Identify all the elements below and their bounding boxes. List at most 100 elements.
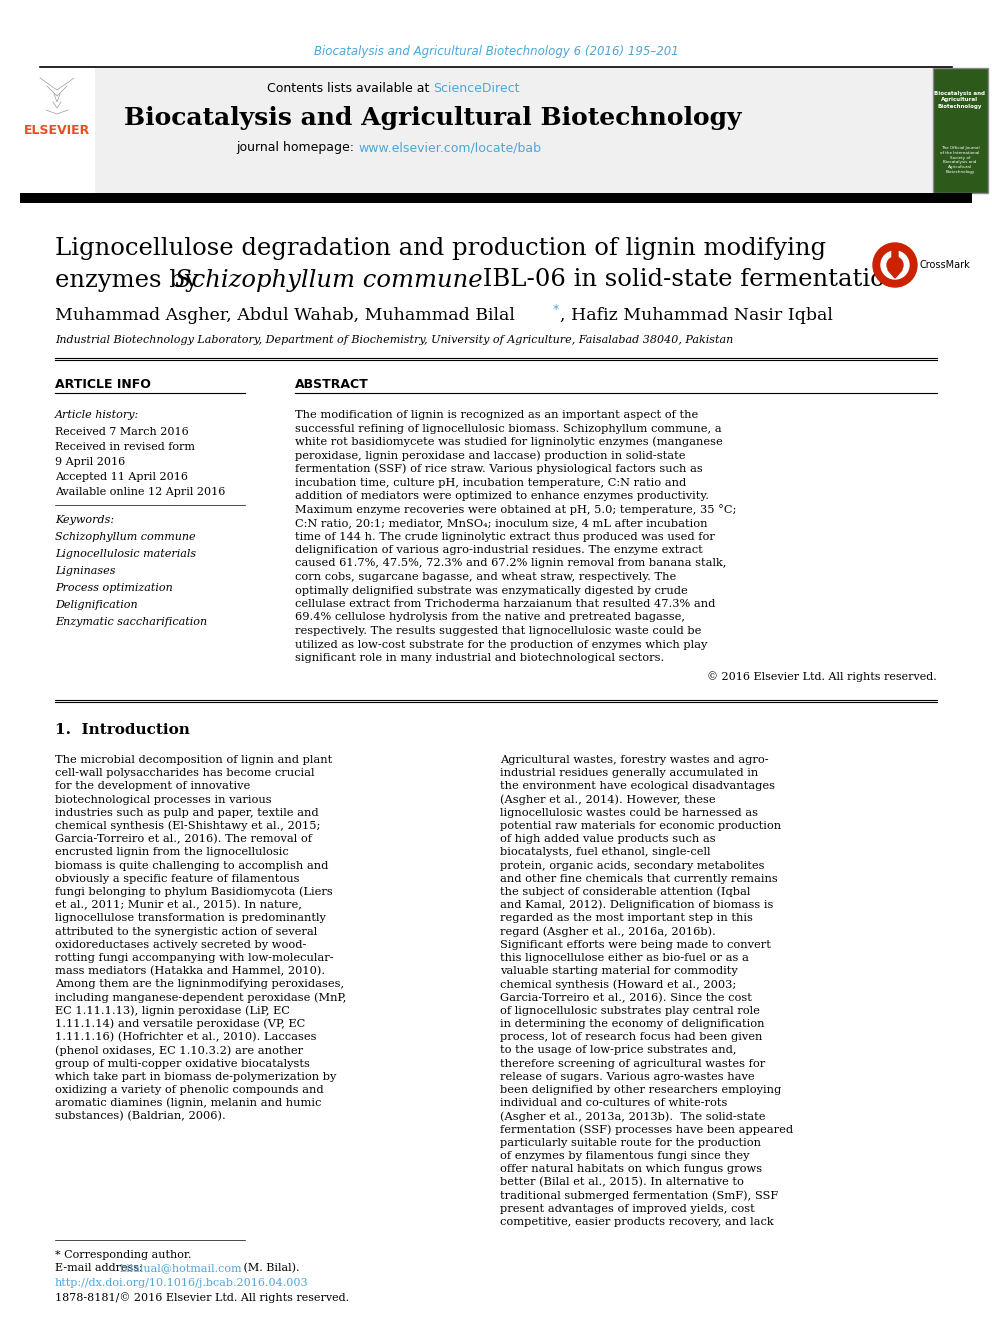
Text: corn cobs, sugarcane bagasse, and wheat straw, respectively. The: corn cobs, sugarcane bagasse, and wheat … bbox=[295, 572, 677, 582]
Text: chemical synthesis (Howard et al., 2003;: chemical synthesis (Howard et al., 2003; bbox=[500, 979, 736, 990]
Text: biomass is quite challenging to accomplish and: biomass is quite challenging to accompli… bbox=[55, 860, 328, 871]
Text: white rot basidiomycete was studied for ligninolytic enzymes (manganese: white rot basidiomycete was studied for … bbox=[295, 437, 723, 447]
Text: fungi belonging to phylum Basidiomycota (Liers: fungi belonging to phylum Basidiomycota … bbox=[55, 886, 332, 897]
Text: cell-wall polysaccharides has become crucial: cell-wall polysaccharides has become cru… bbox=[55, 769, 314, 778]
Text: for the development of innovative: for the development of innovative bbox=[55, 782, 250, 791]
Text: incubation time, culture pH, incubation temperature, C:N ratio and: incubation time, culture pH, incubation … bbox=[295, 478, 686, 487]
Text: Accepted 11 April 2016: Accepted 11 April 2016 bbox=[55, 472, 188, 482]
Text: Significant efforts were being made to convert: Significant efforts were being made to c… bbox=[500, 939, 771, 950]
Text: 1.  Introduction: 1. Introduction bbox=[55, 722, 189, 737]
Text: Ligninases: Ligninases bbox=[55, 566, 115, 576]
Text: http://dx.doi.org/10.1016/j.bcab.2016.04.003: http://dx.doi.org/10.1016/j.bcab.2016.04… bbox=[55, 1278, 309, 1289]
Text: ARTICLE INFO: ARTICLE INFO bbox=[55, 378, 151, 392]
Text: (Asgher et al., 2014). However, these: (Asgher et al., 2014). However, these bbox=[500, 794, 715, 804]
Text: offer natural habitats on which fungus grows: offer natural habitats on which fungus g… bbox=[500, 1164, 762, 1175]
Text: individual and co-cultures of white-rots: individual and co-cultures of white-rots bbox=[500, 1098, 727, 1109]
Text: Received 7 March 2016: Received 7 March 2016 bbox=[55, 427, 188, 437]
Text: cellulase extract from Trichoderma harzaianum that resulted 47.3% and: cellulase extract from Trichoderma harza… bbox=[295, 599, 715, 609]
Text: respectively. The results suggested that lignocellulosic waste could be: respectively. The results suggested that… bbox=[295, 626, 701, 636]
Text: Available online 12 April 2016: Available online 12 April 2016 bbox=[55, 487, 225, 497]
Text: competitive, easier products recovery, and lack: competitive, easier products recovery, a… bbox=[500, 1217, 774, 1226]
Text: Biocatalysis and Agricultural Biotechnology: Biocatalysis and Agricultural Biotechnol… bbox=[124, 106, 742, 130]
Text: better (Bilal et al., 2015). In alternative to: better (Bilal et al., 2015). In alternat… bbox=[500, 1177, 744, 1188]
Text: The Official Journal
of the International
Society of
Biocatalysis and
Agricultur: The Official Journal of the Internationa… bbox=[940, 146, 980, 175]
Text: (phenol oxidases, EC 1.10.3.2) are another: (phenol oxidases, EC 1.10.3.2) are anoth… bbox=[55, 1045, 304, 1056]
Text: to the usage of low-price substrates and,: to the usage of low-price substrates and… bbox=[500, 1045, 736, 1056]
Text: peroxidase, lignin peroxidase and laccase) production in solid-state: peroxidase, lignin peroxidase and laccas… bbox=[295, 450, 685, 460]
Text: in determining the economy of delignification: in determining the economy of delignific… bbox=[500, 1019, 765, 1029]
Text: time of 144 h. The crude ligninolytic extract thus produced was used for: time of 144 h. The crude ligninolytic ex… bbox=[295, 532, 715, 541]
Text: EC 1.11.1.13), lignin peroxidase (LiP, EC: EC 1.11.1.13), lignin peroxidase (LiP, E… bbox=[55, 1005, 290, 1016]
Text: journal homepage:: journal homepage: bbox=[236, 142, 358, 155]
Text: ELSEVIER: ELSEVIER bbox=[24, 123, 90, 136]
Text: * Corresponding author.: * Corresponding author. bbox=[55, 1250, 191, 1259]
Text: mass mediators (Hatakka and Hammel, 2010).: mass mediators (Hatakka and Hammel, 2010… bbox=[55, 966, 325, 976]
Text: (Asgher et al., 2013a, 2013b).  The solid-state: (Asgher et al., 2013a, 2013b). The solid… bbox=[500, 1111, 766, 1122]
Text: 1.11.1.16) (Hofrichter et al., 2010). Laccases: 1.11.1.16) (Hofrichter et al., 2010). La… bbox=[55, 1032, 316, 1043]
Text: ScienceDirect: ScienceDirect bbox=[433, 82, 520, 94]
Text: of lignocellulosic substrates play central role: of lignocellulosic substrates play centr… bbox=[500, 1005, 760, 1016]
FancyArrow shape bbox=[888, 245, 902, 278]
Text: bilalual@hotmail.com: bilalual@hotmail.com bbox=[120, 1263, 243, 1273]
Bar bbox=[75, 67, 933, 193]
Bar bbox=[20, 67, 95, 193]
Text: been delignified by other researchers employing: been delignified by other researchers em… bbox=[500, 1085, 782, 1095]
Text: Contents lists available at: Contents lists available at bbox=[267, 82, 433, 94]
Text: Among them are the ligninmodifying peroxidases,: Among them are the ligninmodifying perox… bbox=[55, 979, 344, 990]
Text: Muhammad Asgher, Abdul Wahab, Muhammad Bilal: Muhammad Asgher, Abdul Wahab, Muhammad B… bbox=[55, 307, 515, 324]
Circle shape bbox=[887, 257, 903, 273]
Text: Schizophyllum commune: Schizophyllum commune bbox=[175, 269, 483, 291]
Text: Delignification: Delignification bbox=[55, 601, 138, 610]
Text: (M. Bilal).: (M. Bilal). bbox=[240, 1263, 300, 1273]
Circle shape bbox=[881, 251, 909, 279]
Text: and other fine chemicals that currently remains: and other fine chemicals that currently … bbox=[500, 873, 778, 884]
Text: Received in revised form: Received in revised form bbox=[55, 442, 195, 452]
Text: industrial residues generally accumulated in: industrial residues generally accumulate… bbox=[500, 769, 758, 778]
Text: including manganese-dependent peroxidase (MnP,: including manganese-dependent peroxidase… bbox=[55, 992, 346, 1003]
Text: et al., 2011; Munir et al., 2015). In nature,: et al., 2011; Munir et al., 2015). In na… bbox=[55, 900, 302, 910]
Text: Maximum enzyme recoveries were obtained at pH, 5.0; temperature, 35 °C;: Maximum enzyme recoveries were obtained … bbox=[295, 504, 736, 515]
Text: ABSTRACT: ABSTRACT bbox=[295, 378, 369, 392]
Text: successful refining of lignocellulosic biomass. Schizophyllum commune, a: successful refining of lignocellulosic b… bbox=[295, 423, 721, 434]
Text: C:N ratio, 20:1; mediator, MnSO₄; inoculum size, 4 mL after incubation: C:N ratio, 20:1; mediator, MnSO₄; inocul… bbox=[295, 519, 707, 528]
Text: rotting fungi accompanying with low-molecular-: rotting fungi accompanying with low-mole… bbox=[55, 953, 333, 963]
Text: chemical synthesis (El-Shishtawy et al., 2015;: chemical synthesis (El-Shishtawy et al.,… bbox=[55, 820, 320, 831]
Text: addition of mediators were optimized to enhance enzymes productivity.: addition of mediators were optimized to … bbox=[295, 491, 709, 501]
Text: lignocellulose transformation is predominantly: lignocellulose transformation is predomi… bbox=[55, 913, 326, 923]
Text: Lignocellulose degradation and production of lignin modifying: Lignocellulose degradation and productio… bbox=[55, 237, 826, 259]
Text: Garcia-Torreiro et al., 2016). Since the cost: Garcia-Torreiro et al., 2016). Since the… bbox=[500, 992, 752, 1003]
Text: of high added value products such as: of high added value products such as bbox=[500, 835, 715, 844]
Text: therefore screening of agricultural wastes for: therefore screening of agricultural wast… bbox=[500, 1058, 765, 1069]
Text: and Kamal, 2012). Delignification of biomass is: and Kamal, 2012). Delignification of bio… bbox=[500, 900, 774, 910]
Text: , Hafiz Muhammad Nasir Iqbal: , Hafiz Muhammad Nasir Iqbal bbox=[560, 307, 833, 324]
Text: oxidoreductases actively secreted by wood-: oxidoreductases actively secreted by woo… bbox=[55, 939, 307, 950]
Text: The modification of lignin is recognized as an important aspect of the: The modification of lignin is recognized… bbox=[295, 410, 698, 419]
Text: oxidizing a variety of phenolic compounds and: oxidizing a variety of phenolic compound… bbox=[55, 1085, 323, 1095]
Text: potential raw materials for economic production: potential raw materials for economic pro… bbox=[500, 822, 781, 831]
Text: Process optimization: Process optimization bbox=[55, 583, 173, 593]
Text: industries such as pulp and paper, textile and: industries such as pulp and paper, texti… bbox=[55, 808, 318, 818]
Text: 9 April 2016: 9 April 2016 bbox=[55, 456, 125, 467]
Text: The microbial decomposition of lignin and plant: The microbial decomposition of lignin an… bbox=[55, 755, 332, 765]
Text: this lignocellulose either as bio-fuel or as a: this lignocellulose either as bio-fuel o… bbox=[500, 953, 749, 963]
Text: Biocatalysis and Agricultural Biotechnology 6 (2016) 195–201: Biocatalysis and Agricultural Biotechnol… bbox=[313, 45, 679, 58]
Text: process, lot of research focus had been given: process, lot of research focus had been … bbox=[500, 1032, 763, 1043]
Circle shape bbox=[873, 243, 917, 287]
Text: attributed to the synergistic action of several: attributed to the synergistic action of … bbox=[55, 926, 317, 937]
Text: delignification of various agro-industrial residues. The enzyme extract: delignification of various agro-industri… bbox=[295, 545, 702, 556]
Text: © 2016 Elsevier Ltd. All rights reserved.: © 2016 Elsevier Ltd. All rights reserved… bbox=[707, 671, 937, 681]
Text: valuable starting material for commodity: valuable starting material for commodity bbox=[500, 966, 738, 976]
Text: the subject of considerable attention (Iqbal: the subject of considerable attention (I… bbox=[500, 886, 750, 897]
Text: fermentation (SSF) processes have been appeared: fermentation (SSF) processes have been a… bbox=[500, 1125, 794, 1135]
Text: group of multi-copper oxidative biocatalysts: group of multi-copper oxidative biocatal… bbox=[55, 1058, 310, 1069]
Text: biotechnological processes in various: biotechnological processes in various bbox=[55, 795, 272, 804]
Text: fermentation (SSF) of rice straw. Various physiological factors such as: fermentation (SSF) of rice straw. Variou… bbox=[295, 464, 702, 474]
Text: Keywords:: Keywords: bbox=[55, 515, 114, 525]
Bar bbox=[933, 67, 988, 193]
Text: utilized as low-cost substrate for the production of enzymes which play: utilized as low-cost substrate for the p… bbox=[295, 639, 707, 650]
Text: Garcia-Torreiro et al., 2016). The removal of: Garcia-Torreiro et al., 2016). The remov… bbox=[55, 833, 312, 844]
Text: Industrial Biotechnology Laboratory, Department of Biochemistry, University of A: Industrial Biotechnology Laboratory, Dep… bbox=[55, 335, 733, 345]
Text: aromatic diamines (lignin, melanin and humic: aromatic diamines (lignin, melanin and h… bbox=[55, 1098, 321, 1109]
Text: IBL-06 in solid-state fermentation: IBL-06 in solid-state fermentation bbox=[475, 269, 901, 291]
Text: Lignocellulosic materials: Lignocellulosic materials bbox=[55, 549, 196, 560]
